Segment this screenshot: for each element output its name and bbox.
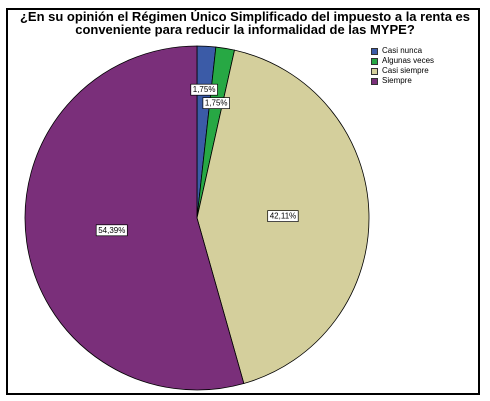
pie-data-label-box: [267, 210, 299, 222]
chart-title-line-2: conveniente para reducir la informalidad…: [75, 22, 415, 37]
legend-item-algunas-veces: Algunas veces: [371, 56, 434, 66]
legend: Casi nunca Algunas veces Casi siempre Si…: [371, 46, 434, 86]
legend-label: Siempre: [382, 76, 412, 85]
pie-data-label-text: 42,11%: [270, 212, 297, 221]
legend-item-casi-nunca: Casi nunca: [371, 46, 434, 56]
pie-slices: [24, 45, 370, 391]
pie-slice-siempre: [24, 45, 245, 391]
pie-data-label-box: [190, 83, 218, 96]
legend-label: Casi siempre: [382, 66, 429, 75]
pie-data-label-box: [202, 97, 230, 109]
pie-data-label-box: [95, 224, 128, 237]
pie-data-label: 54,39%: [95, 224, 128, 237]
pie-data-label: 42,11%: [267, 210, 299, 222]
legend-swatch: [371, 77, 378, 85]
pie-data-label-text: 1,75%: [205, 99, 228, 108]
legend-item-casi-siempre: Casi siempre: [371, 66, 434, 76]
chart-title: ¿En su opinión el Régimen Único Simplifi…: [8, 10, 482, 36]
chart-title-line-1: ¿En su opinión el Régimen Único Simplifi…: [19, 9, 471, 24]
legend-swatch: [371, 47, 378, 55]
legend-label: Casi nunca: [382, 46, 423, 55]
pie-data-label-text: 54,39%: [98, 226, 125, 235]
pie-data-label: 1,75%: [202, 97, 230, 109]
legend-swatch: [371, 67, 378, 75]
legend-label: Algunas veces: [382, 56, 435, 65]
pie-slice-labels: 1,75% 1,75% 42,11% 54,39%: [95, 83, 299, 237]
pie-data-label-text: 1,75%: [193, 85, 216, 94]
legend-item-siempre: Siempre: [371, 76, 434, 86]
legend-swatch: [371, 57, 378, 65]
pie-data-label: 1,75%: [190, 83, 218, 96]
